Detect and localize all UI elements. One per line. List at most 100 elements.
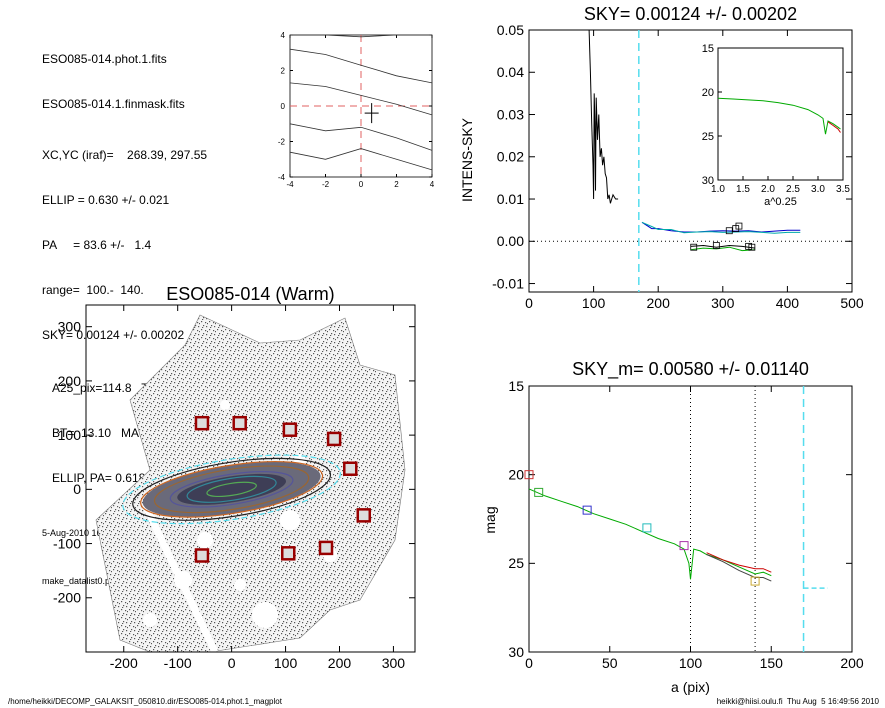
info-line-3: XC,YC (iraf)= 268.39, 297.55 [42,148,208,162]
galaxy-mask-hole [220,400,230,410]
sky-plot-x-label: 0 [525,295,533,311]
mag-plot-y-label: 25 [508,555,524,571]
sky-inset-y-label: 25 [702,131,714,143]
galaxy-isophote [186,475,277,503]
galaxy-isophote [153,465,310,514]
mag-plot-x-label: 0 [525,655,533,671]
center-plot-contour [289,123,433,151]
galaxy-x-label: 200 [328,655,352,671]
center-plot-y-label: -2 [278,137,286,146]
mag-plot-ylabel: mag [482,506,498,533]
mag-plot-box [750,576,760,586]
sky-plot-x-label: 400 [776,295,800,311]
mag-plot-box [582,505,592,515]
galaxy-ellipses [122,454,341,525]
galaxy-mask-hole [143,613,157,627]
galaxy-isophote [206,481,257,498]
galaxy-y-label: 300 [58,319,82,335]
mag-plot-box [524,470,534,480]
galaxy-isophote [140,461,324,518]
center-plot-y-label: 0 [281,102,286,111]
sky-plot-box [735,222,743,230]
center-plot-contour [290,34,432,38]
sky-inset-series [717,97,841,135]
galaxy-y-label: 200 [58,373,82,389]
mag-plot-x-label: 200 [840,655,864,671]
galaxy-sky-box [318,540,334,556]
sky-plot-series-2 [641,221,801,233]
sky-plot-y-label: 0.02 [497,149,524,165]
sky-plot-box [748,243,756,251]
info-line-2: ESO085-014.1.finmask.fits [42,97,185,111]
info-line-4: ELLIP = 0.630 +/- 0.021 [42,193,170,207]
sky-inset-y-label: 15 [702,43,714,55]
galaxy-sky-box [232,415,247,431]
galaxy-sky-box [356,508,372,523]
sky-inset-x-label: 2.5 [786,184,800,195]
galaxy-x-label: 100 [274,655,298,671]
sky-plot-y-label: -0.01 [492,275,524,291]
galaxy-mask-hole [234,579,246,591]
info-line-7: SKY= 0.00124 +/- 0.00202 [42,328,185,342]
mag-plot-xlabel: a (pix) [671,679,710,695]
mag-plot-box [642,523,652,533]
galaxy-isophote [132,457,332,521]
galaxy-plot-title: ESO085-014 (Warm) [166,284,334,304]
center-plot-x-label: 2 [394,180,399,189]
galaxy-y-label: 0 [73,481,81,497]
galaxy-sky-box [326,431,342,447]
sky-plot-x-label: 200 [647,295,671,311]
sky-plot-y-label: 0.04 [497,64,524,80]
galaxy-x-label: -100 [164,655,192,671]
info-line-1: ESO085-014.phot.1.fits [42,52,167,66]
galaxy-sky-box [343,461,358,476]
galaxy-x-label: 300 [382,655,406,671]
center-plot-x-label: 0 [359,180,364,189]
galaxy-mask-hole [197,532,213,548]
sky-plot-series-3 [641,221,801,234]
info-line-6: range= 100.- 140. [42,283,144,297]
sky-inset-xlabel: a^0.25 [764,196,797,208]
sky-plot-ylabel: INTENS-SKY [459,117,475,202]
sky-plot-y-label: 0.03 [497,106,524,122]
sky-plot-series-5 [690,244,756,249]
sky-plot-title: SKY= 0.00124 +/- 0.00202 [584,4,797,24]
sky-inset-x-label: 3.5 [836,184,850,195]
galaxy-masked-corner [350,305,415,395]
center-plot-x-label: -4 [286,180,294,189]
galaxy-sky-box [194,415,210,431]
mag-plot-y-label: 20 [508,467,524,483]
sky-inset-y-label: 20 [702,87,714,99]
galaxy-isophote [122,454,341,525]
sky-plot-y-label: 0.01 [497,191,524,207]
sky-plot-box [725,227,733,235]
sky-plot-x-label: 300 [711,295,735,311]
center-plot-y-label: -4 [278,173,286,182]
sky-inset-x-label: 3.0 [811,184,825,195]
sky-plot-frame [528,29,853,293]
galaxy-sky-box [282,422,298,437]
mag-plot-x-label: 100 [679,655,703,671]
mag-plot-box [534,487,544,497]
galaxy-sky-box [194,548,210,563]
mag-plot-series-2 [706,552,772,573]
sky-plot-series-1 [588,29,619,204]
sky-plot-y-label: 0.00 [497,233,524,249]
sky-inset-y-label: 30 [702,175,714,187]
galaxy-core [177,473,286,505]
mag-plot-box [679,541,689,551]
galaxy-isophote [169,471,294,508]
sky-plot-x-label: 100 [582,295,606,311]
sky-plot-y-label: 0.05 [497,22,524,38]
center-plot-contour [289,48,433,84]
sky-inset-x-label: 2.0 [761,184,775,195]
mag-plot-y-label: 15 [508,378,524,394]
info-line-5: PA = 83.6 +/- 1.4 [42,238,152,252]
mag-plot-x-label: 50 [602,655,618,671]
mag-plot-series-3 [706,554,772,582]
sky-plot-x-label: 500 [840,295,864,311]
mag-plot-series-1 [528,488,772,580]
mag-plot-title: SKY_m= 0.00580 +/- 0.01140 [572,359,809,380]
sky-inset-series [827,121,841,133]
galaxy-image-group [95,305,415,652]
